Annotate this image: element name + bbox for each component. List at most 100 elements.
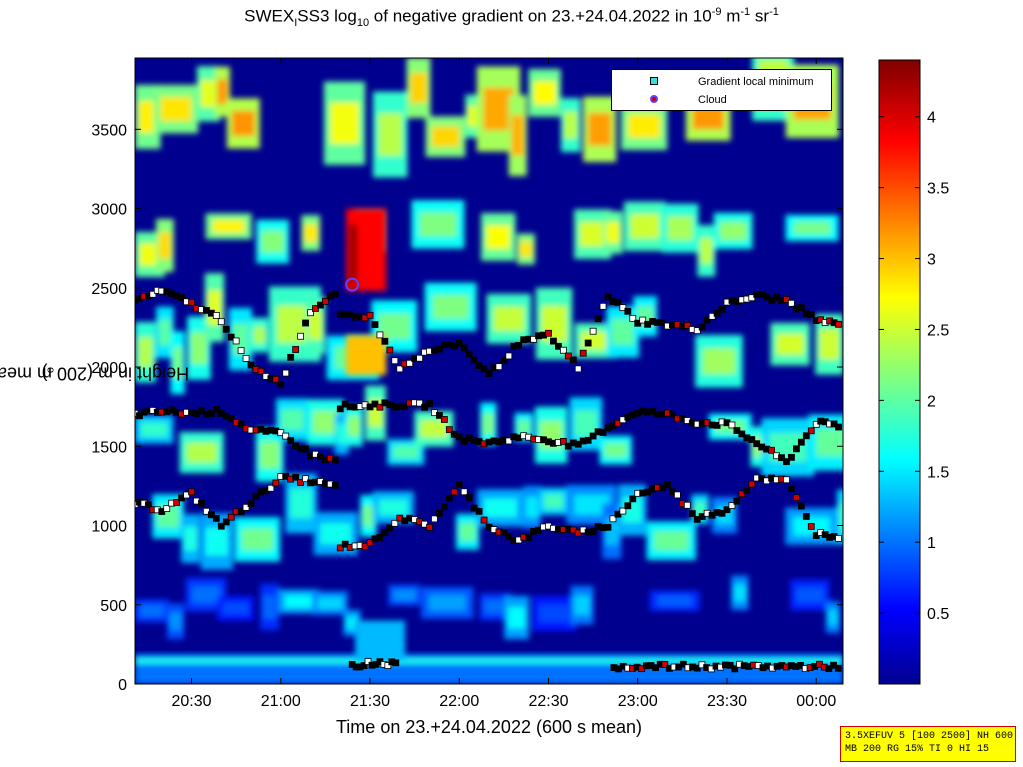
heat-cell [793,221,831,235]
heat-cell [259,441,280,469]
gradient-minimum-marker [559,437,567,445]
heat-cell [525,496,539,518]
gradient-minimum-marker [792,494,800,501]
colorbar-tick-label: 3.5 [927,181,949,198]
gradient-minimum-marker [574,365,582,373]
gradient-minimum-marker [738,430,746,438]
heat-cell [563,111,578,139]
gradient-minimum-marker [718,509,726,517]
heat-cell [290,488,313,519]
gradient-minimum-marker [480,365,488,373]
heat-cell [241,528,274,551]
gradient-minimum-marker [336,405,344,413]
gradient-minimum-marker [366,539,374,546]
gradient-minimum-marker [703,316,711,324]
heat-cell [588,112,612,146]
colorbar: 0.5 1 1.5 2 2.5 3 3.5 4 [878,59,949,685]
heat-cell [347,415,361,437]
gradient-minimum-marker [624,502,632,510]
legend-item-gradient-minimum: Gradient local minimum [612,74,831,90]
heat-cell [158,319,172,346]
y-tick-label: 0 [118,677,127,694]
gradient-minimum-marker [797,304,805,312]
gradient-minimum-marker [728,421,736,429]
heat-cell [700,237,713,264]
gradient-minimum-marker [500,356,508,364]
gradient-minimum-marker [661,660,669,668]
gradient-minimum-marker [669,411,676,418]
gradient-minimum-marker [207,511,215,519]
gradient-minimum-marker [440,416,448,423]
legend-label: Gradient local minimum [698,76,814,88]
gradient-minimum-marker [302,475,309,483]
gradient-minimum-marker [525,534,533,542]
heat-cell [393,589,416,601]
gradient-minimum-marker [797,502,805,510]
heat-cell [158,232,172,259]
gradient-minimum-marker [227,333,235,341]
gradient-minimum-marker [713,421,721,429]
colorbar-gradient [878,59,921,685]
heat-cell [135,657,843,664]
gradient-minimum-marker [465,350,473,358]
colorbar-tick-label: 2.5 [927,322,949,339]
gradient-minimum-marker [731,665,739,673]
heat-layer-surface [135,653,843,684]
gradient-minimum-marker [381,529,389,537]
heat-cell [630,213,660,239]
gradient-minimum-marker [386,524,394,532]
colorbar-tick-label: 0.5 [927,606,949,623]
gradient-minimum-marker [835,423,842,431]
gradient-minimum-marker [227,415,235,423]
heat-cell [362,505,375,527]
gradient-minimum-marker [783,458,790,466]
gradient-minimum-marker [599,429,607,436]
gradient-minimum-marker [217,522,225,530]
gradient-minimum-marker [364,658,372,665]
heat-cell [200,80,217,108]
gradient-minimum-marker [783,296,790,303]
gradient-minimum-marker [788,453,795,461]
heat-cell [574,410,598,437]
gradient-minimum-marker [321,297,329,305]
gradient-minimum-marker [282,432,290,440]
gradient-minimum-marker [797,438,805,446]
heat-cell [533,80,556,105]
gradient-minimum-marker [594,315,602,323]
square-marker-icon [650,77,658,85]
gradient-minimum-marker [728,502,736,509]
gradient-minimum-marker [807,311,815,318]
gradient-minimum-marker [391,357,399,365]
gradient-minimum-marker [376,534,384,541]
gradient-minimum-marker [579,349,587,357]
gradient-minimum-marker [807,427,815,435]
gradient-minimum-marker [584,339,592,347]
heat-cell [827,609,838,626]
gradient-minimum-marker [247,361,255,369]
gradient-minimum-marker [569,356,577,364]
gradient-minimum-marker [376,403,384,411]
heat-cell [312,410,339,434]
heat-cell [574,595,590,615]
heat-cell [378,113,403,156]
heat-cell [519,241,533,257]
heat-cell [431,126,460,147]
heat-cell [604,442,628,458]
gradient-minimum-marker [237,347,245,355]
heat-cell [183,526,198,551]
gradient-minimum-marker [614,299,622,306]
gradient-minimum-marker [783,476,790,484]
y-tick-label: 3000 [91,202,127,219]
gradient-minimum-marker [232,337,240,345]
legend: Gradient local minimum Cloud [611,69,832,111]
heat-cell [796,587,824,603]
heat-cell [139,243,161,266]
heat-cell [280,409,304,431]
y-axis: 0 500 1000 1500 2000 2500 3000 3500 [91,122,843,694]
gradient-minimum-marker [212,312,220,319]
gradient-minimum-marker [302,445,309,453]
heat-cell [140,605,164,617]
heat-cell [484,600,507,614]
heat-cell [346,335,387,375]
gradient-minimum-marker [392,659,400,667]
